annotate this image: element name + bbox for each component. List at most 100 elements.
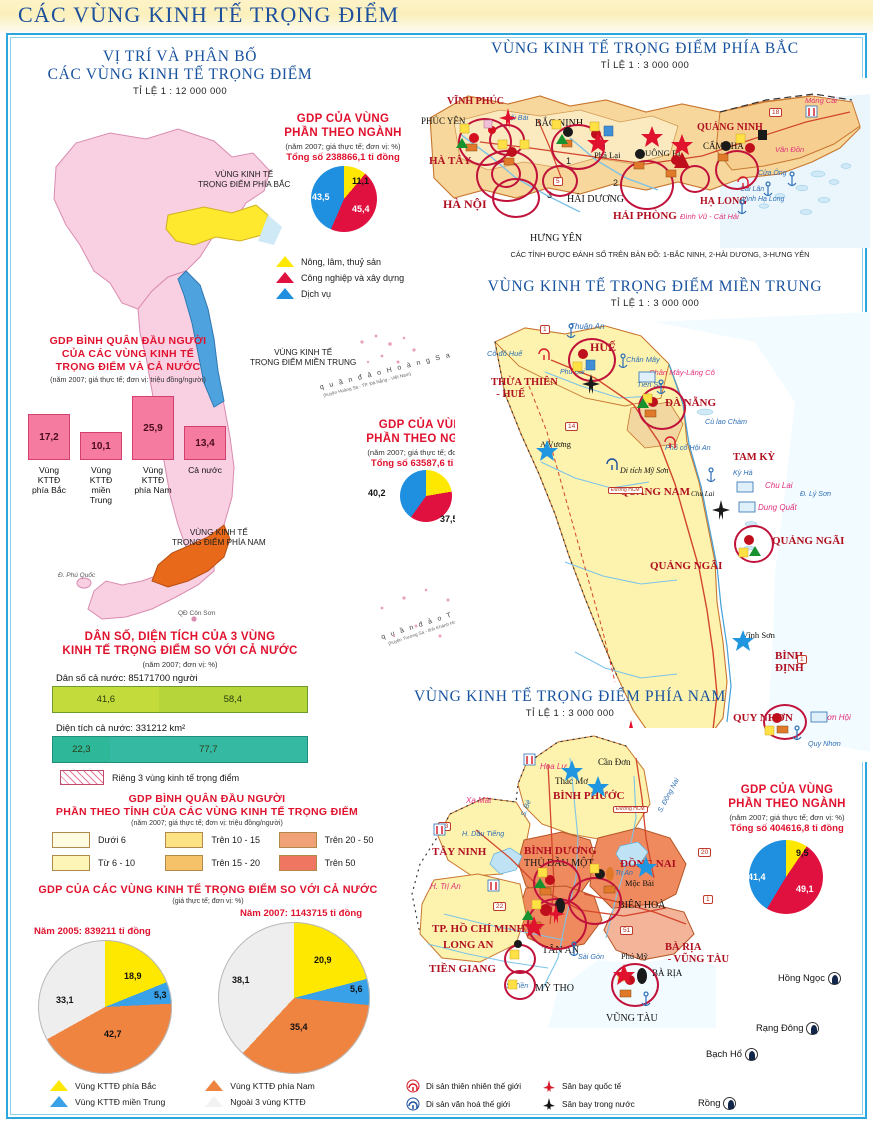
industry-center-bac-ninh[interactable] — [551, 124, 605, 170]
label-long-an: LONG AN — [443, 939, 494, 951]
gdp-bar-value: 10,1 — [80, 432, 122, 460]
vietnam-outline-map — [53, 128, 282, 622]
pop-kttd-segment: 41,6 — [53, 687, 159, 712]
industry-center-quy-nhon[interactable] — [763, 704, 807, 740]
industry-center-hai-duong[interactable] — [542, 165, 578, 197]
label-ba-ria-vung-tau: BÀ RỊA - VŨNG TÀU — [665, 942, 730, 965]
label-tien-giang: TIỀN GIANG — [429, 963, 496, 975]
label-mong-cai: Móng Cái — [805, 96, 838, 105]
road-number-20: 20 — [698, 848, 712, 857]
gdp-bar-value: 17,2 — [28, 414, 70, 460]
north-map-title: VÙNG KINH TẾ TRỌNG ĐIỂM PHÍA BẮC — [491, 40, 799, 57]
ngoai-kttd-swatch-icon — [205, 1096, 224, 1107]
gdp-bar-value: 13,4 — [184, 426, 226, 460]
pie-2005-trung-value: 5,3 — [154, 990, 167, 1000]
hoang-sa-islets — [360, 334, 416, 364]
gdp-compare-legend-label: Ngoài 3 vùng KTTĐ — [230, 1096, 306, 1107]
industry-center-my-tho[interactable] — [504, 970, 536, 1000]
label-van-don: Vân Đồn — [775, 145, 805, 154]
industry-center-vung-tau[interactable] — [611, 963, 659, 1007]
gdp-compare-legend-label: Vùng KTTĐ phía Nam — [230, 1080, 315, 1091]
bottom-legend-item: Sân bay quốc tế — [542, 1079, 635, 1093]
industry-center-noi-bai[interactable] — [489, 124, 525, 156]
industry-center-ha-dong[interactable] — [491, 160, 521, 188]
label-thuan-an: Thuận An — [570, 322, 605, 331]
agri-swatch-icon — [276, 256, 294, 267]
gdp-percapita-bars: 17,2 10,1 25,9 13,4 — [28, 396, 228, 460]
road-number-1-south: 1 — [703, 895, 713, 904]
page-banner: CÁC VÙNG KINH TẾ TRỌNG ĐIỂM — [0, 0, 873, 32]
label-tay-ninh: TÂY NINH — [432, 846, 487, 858]
pie-2005-title: Năm 2005: 839211 tỉ đồng — [34, 926, 151, 937]
gdp-percapita-note: (năm 2007; giá thực tế; đơn vị: triệu đồ… — [50, 375, 206, 385]
label-dinh-vu-cat-hai: Đình Vũ - Cát Hải — [680, 212, 739, 221]
oil-field-icon — [744, 1048, 758, 1062]
pie-2007-nam-value: 35,4 — [290, 1022, 308, 1032]
label-cai-lan: Cái Lân — [740, 186, 765, 193]
label-vinh-ha-long: Vịnh Hạ Long — [742, 196, 785, 203]
gdp-percapita-title-3: TRỌNG ĐIỂM VÀ CẢ NƯỚC — [55, 361, 201, 374]
gdp-compare-legend: Vùng KTTĐ phía Bắc Vùng KTTĐ miền Trung … — [50, 1080, 315, 1112]
pie-south-title-2: PHẦN THEO NGÀNH — [728, 798, 846, 811]
label-noi-bai: Nội Bài — [505, 113, 529, 122]
pie-north-ind-value: 45,4 — [352, 204, 370, 214]
bottom-legend-item: Di sản văn hoá thế giới — [406, 1097, 521, 1111]
industry-center-quang-ngai[interactable] — [734, 525, 774, 563]
kttd-nam-swatch-icon — [205, 1080, 224, 1091]
south-map-header: VÙNG KINH TẾ TRỌNG ĐIỂM PHÍA NAM TỈ LỆ 1… — [400, 688, 740, 719]
pop-area-block: DÂN SỐ, DIỆN TÍCH CỦA 3 VÙNG KINH TẾ TRỌ… — [30, 630, 330, 669]
pie-north-chart — [311, 166, 377, 232]
pie-2005-chart — [38, 940, 172, 1074]
choropleth-legend-label: Trên 15 - 20 — [211, 858, 261, 868]
label-d-ly-son: Đ. Lý Sơn — [800, 491, 832, 498]
gdp-bar-value: 25,9 — [132, 396, 174, 460]
pie-south-note: (năm 2007; giá thực tế; đơn vị: %) — [729, 812, 845, 822]
oil-field-icon — [806, 1022, 820, 1036]
gdp-compare-block: GDP CỦA CÁC VÙNG KINH TẾ TRỌNG ĐIỂM SO V… — [18, 884, 398, 905]
choropleth-title-1: GDP BÌNH QUÂN ĐẦU NGƯỜI — [128, 793, 286, 805]
gdp-compare-legend-item: Vùng KTTĐ phía Nam — [205, 1080, 315, 1091]
label-tien-sa: Tiên Sa — [637, 380, 663, 389]
sector-legend-item: Nông, lâm, thuỷ sản — [276, 256, 404, 267]
pie-south-ind-value: 49,1 — [796, 884, 814, 894]
area-rest-segment: 77,7 — [109, 737, 307, 762]
oil-field-bach-ho: Bạch Hổ — [706, 1048, 758, 1062]
province-number-3: 3 — [547, 190, 553, 200]
label-hai-phong: HẢI PHÒNG — [613, 210, 677, 222]
national-map-title-2: CÁC VÙNG KINH TẾ TRỌNG ĐIỂM — [47, 65, 313, 83]
pie-central-title-2: PHẦN THEO NGÀNH — [366, 433, 484, 446]
label-vinh-son: Vĩnh Sơn — [742, 630, 775, 640]
label-tp-hcm: TP. HỒ CHÍ MINH — [432, 923, 526, 935]
label-phuc-yen: PHÚC YÊN — [421, 116, 466, 126]
oil-field-label: Rạng Đông — [756, 1022, 804, 1033]
pie-2007-title: Năm 2007: 1143715 tỉ đồng — [240, 908, 363, 919]
gdp-compare-legend-item: Vùng KTTĐ phía Bắc — [50, 1080, 165, 1091]
label-chan-may: Chân Mây — [626, 355, 660, 364]
pie-central-title-1: GDP CỦA VÙNG — [378, 419, 472, 431]
label-ha-noi: HÀ NỘI — [443, 197, 487, 211]
industry-center-da-nang[interactable] — [638, 386, 686, 430]
pie-central-chart — [400, 470, 452, 522]
choropleth-legend-item: Từ 6 - 10 — [52, 855, 165, 871]
label-quang-ngai-city: QUẢNG NGÃI — [772, 535, 845, 547]
national-map-header: VỊ TRÍ VÀ PHÂN BỐ CÁC VÙNG KINH TẾ TRỌNG… — [30, 48, 330, 97]
industry-center-hai-phong[interactable] — [620, 160, 674, 210]
choropleth-legend-item: Dưới 6 — [52, 832, 165, 848]
industry-center-uong-bi[interactable] — [680, 165, 710, 193]
label-tri-an: Mộc Bài — [625, 879, 655, 888]
label-phu-my: Phú Mỹ — [621, 952, 648, 961]
industry-center-cam-pha[interactable] — [715, 150, 759, 190]
oil-field-hong-ngoc: Hồng Ngọc — [778, 972, 841, 986]
pie-south-block: GDP CỦA VÙNG PHẦN THEO NGÀNH (năm 2007; … — [712, 783, 862, 834]
label-ba-ria: BÀ RỊA — [652, 968, 683, 978]
industry-center-hcm[interactable] — [527, 898, 587, 950]
choropleth-legend-item: Trên 50 — [278, 855, 392, 871]
pie-2007-trung-value: 5,6 — [350, 984, 363, 994]
industry-center-hue[interactable] — [568, 338, 616, 382]
sector-legend-item: Dịch vụ — [276, 288, 404, 299]
oil-field-icon — [723, 1097, 737, 1111]
sector-legend-item: Công nghiệp và xây dựng — [276, 272, 404, 283]
label-h-dau-tieng: H. Dầu Tiếng — [462, 829, 505, 838]
industry-swatch-icon — [276, 272, 294, 283]
